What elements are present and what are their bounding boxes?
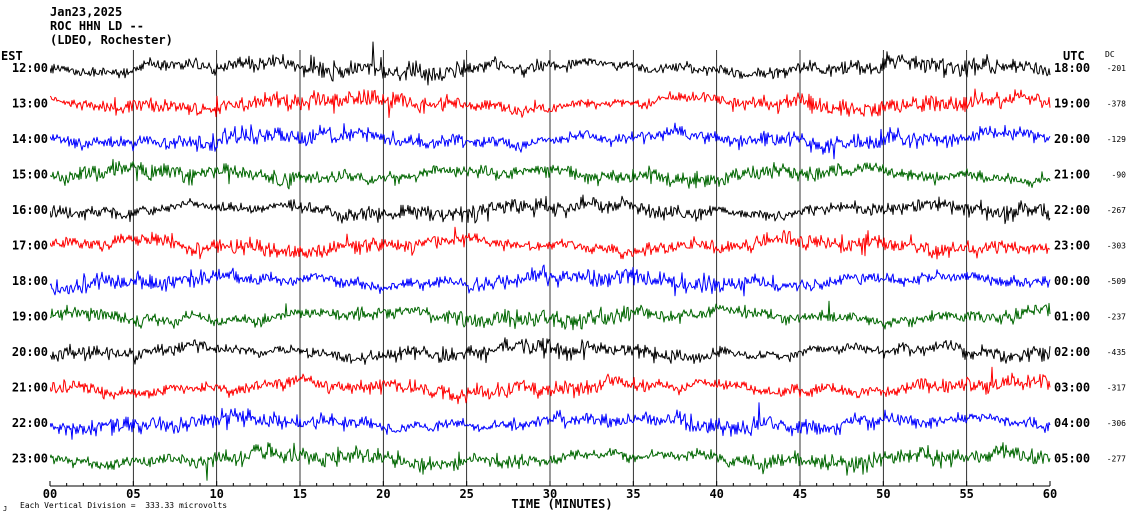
utc-hour-label: 01:00 bbox=[1054, 310, 1090, 324]
x-tick-label: 45 bbox=[793, 487, 807, 501]
est-hour-label: 20:00 bbox=[12, 345, 48, 359]
est-header: EST bbox=[1, 49, 23, 63]
trace-line bbox=[49, 337, 1051, 365]
minute-gridlines bbox=[132, 50, 968, 486]
est-hour-label: 14:00 bbox=[12, 132, 48, 146]
x-tick-label: 40 bbox=[709, 487, 723, 501]
utc-hour-label: 03:00 bbox=[1054, 381, 1090, 395]
footer-mark: J bbox=[3, 505, 7, 513]
trace-line bbox=[49, 264, 1051, 297]
trace-line bbox=[49, 88, 1051, 118]
x-tick-label: 15 bbox=[293, 487, 307, 501]
dc-offset-label: -90 bbox=[1112, 171, 1127, 180]
trace-line bbox=[49, 122, 1051, 160]
utc-hour-label: 00:00 bbox=[1054, 274, 1090, 288]
utc-header: UTC bbox=[1063, 49, 1085, 63]
utc-hour-label: 04:00 bbox=[1054, 416, 1090, 430]
dc-offset-label: -509 bbox=[1107, 277, 1126, 286]
est-label-bg bbox=[6, 308, 50, 323]
title-line: (LDEO, Rochester) bbox=[50, 33, 173, 47]
trace-line bbox=[49, 194, 1051, 225]
est-hour-label: 19:00 bbox=[12, 310, 48, 324]
timezone-labels: EST UTC DC bbox=[1, 49, 1115, 63]
utc-hour-label: 02:00 bbox=[1054, 345, 1090, 359]
est-label-bg bbox=[6, 60, 50, 74]
trace-line bbox=[49, 226, 1051, 260]
x-axis: 00 05 10 15 20 25 30 35 40 45 50 55 60 bbox=[43, 481, 1057, 501]
trace-line bbox=[49, 158, 1051, 190]
dc-offset-label: -201 bbox=[1107, 64, 1126, 73]
trace-line bbox=[49, 366, 1051, 405]
est-label-bg bbox=[6, 95, 50, 110]
utc-hour-label: 21:00 bbox=[1054, 168, 1090, 182]
est-label-bg bbox=[6, 166, 50, 181]
dc-offset-label: -277 bbox=[1107, 455, 1126, 464]
trace-line bbox=[49, 442, 1051, 481]
x-tick-label: 20 bbox=[376, 487, 390, 501]
dc-offset-label: -378 bbox=[1107, 100, 1126, 109]
est-hour-label: 21:00 bbox=[12, 381, 48, 395]
utc-hour-labels: 18:00 19:00 20:00 21:00 22:00 23:00 00:00 01:00… bbox=[1054, 61, 1090, 466]
dc-offset-label: -303 bbox=[1107, 242, 1126, 251]
est-hour-labels: 12:00 13:00 14:00 15:00 16:00 17:00 18:00 19:00… bbox=[6, 60, 50, 466]
utc-hour-label: 20:00 bbox=[1054, 132, 1090, 146]
x-axis-label: TIME (MINUTES) bbox=[511, 497, 612, 511]
est-label-bg bbox=[6, 202, 50, 216]
trace-line bbox=[49, 402, 1051, 440]
utc-hour-label: 19:00 bbox=[1054, 97, 1090, 111]
est-label-bg bbox=[6, 344, 50, 358]
trace-line bbox=[49, 300, 1051, 331]
utc-hour-label: 18:00 bbox=[1054, 61, 1090, 75]
x-tick-label: 55 bbox=[959, 487, 973, 501]
x-tick-label: 30 bbox=[543, 487, 557, 501]
est-hour-label: 22:00 bbox=[12, 416, 48, 430]
est-hour-label: 18:00 bbox=[12, 274, 48, 288]
est-hour-label: 23:00 bbox=[12, 452, 48, 466]
est-hour-label: 16:00 bbox=[12, 203, 48, 217]
est-label-bg bbox=[6, 273, 50, 287]
seismic-traces bbox=[49, 41, 1051, 481]
utc-hour-label: 23:00 bbox=[1054, 239, 1090, 253]
x-tick-label: 25 bbox=[459, 487, 473, 501]
utc-hour-label: 05:00 bbox=[1054, 452, 1090, 466]
dc-offset-label: -237 bbox=[1107, 313, 1126, 322]
est-hour-label: 13:00 bbox=[12, 97, 48, 111]
dc-offset-label: -317 bbox=[1107, 384, 1126, 393]
est-hour-label: 17:00 bbox=[12, 239, 48, 253]
x-tick-label: 60 bbox=[1043, 487, 1057, 501]
utc-hour-label: 22:00 bbox=[1054, 203, 1090, 217]
dc-offset-label: -435 bbox=[1107, 348, 1126, 357]
est-label-bg bbox=[6, 415, 50, 429]
x-tick-label: 50 bbox=[876, 487, 890, 501]
est-label-bg bbox=[6, 131, 50, 145]
trace-line bbox=[49, 41, 1051, 86]
est-hour-label: 15:00 bbox=[12, 168, 48, 182]
vertical-division-note: Each Vertical Division = 333.33 microvol… bbox=[20, 501, 227, 510]
est-label-bg bbox=[6, 450, 50, 465]
est-label-bg bbox=[6, 237, 50, 252]
x-tick-label: 10 bbox=[209, 487, 223, 501]
est-label-bg bbox=[6, 379, 50, 394]
est-hour-label: 12:00 bbox=[12, 61, 48, 75]
dc-offset-label: -306 bbox=[1107, 419, 1126, 428]
dc-offset-labels: -201 -378 -129 -90 -267 -303 -509 -237 -435 -317 -… bbox=[1107, 64, 1126, 464]
dc-offset-label: -129 bbox=[1107, 135, 1126, 144]
dc-offset-label: -267 bbox=[1107, 206, 1126, 215]
x-tick-label: 35 bbox=[626, 487, 640, 501]
x-tick-label: 00 bbox=[43, 487, 57, 501]
title-line: Jan23,2025 bbox=[50, 5, 122, 19]
x-tick-label: 05 bbox=[126, 487, 140, 501]
dc-header: DC bbox=[1105, 50, 1115, 59]
title-line: ROC HHN LD -- bbox=[50, 19, 144, 33]
